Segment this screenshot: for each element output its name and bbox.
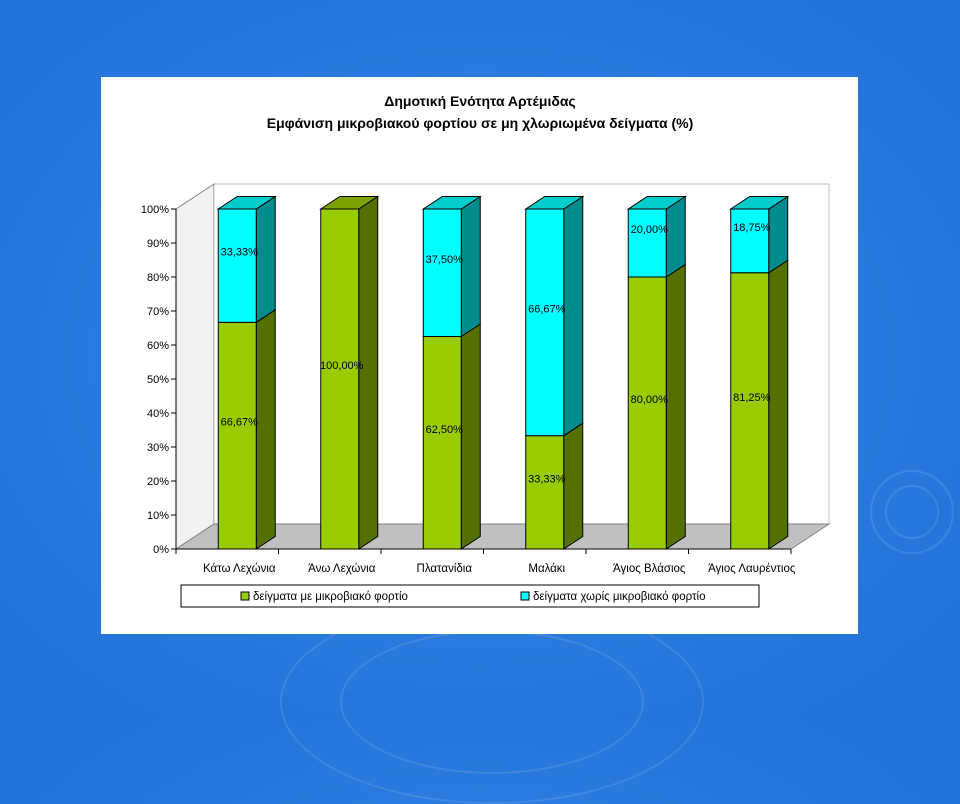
- bar-top: [729, 196, 790, 210]
- chart-panel: Δημοτική Ενότητα Αρτέμιδας Εμφάνιση μικρ…: [101, 77, 858, 634]
- y-tick-label: 30%: [147, 442, 169, 454]
- y-tick-label: 60%: [147, 340, 169, 352]
- bar-segment-without-load: [217, 195, 276, 324]
- data-label: 18,75%: [733, 222, 771, 234]
- y-tick-label: 20%: [147, 476, 169, 488]
- bar-front: [320, 208, 360, 550]
- bar-segment-with-load: [320, 195, 379, 550]
- chart-title: Δημοτική Ενότητα Αρτέμιδας: [384, 93, 575, 109]
- x-tick-label: Άνω Λεχώνια: [308, 563, 376, 575]
- bar-segment-without-load: [422, 195, 481, 338]
- bar-front: [422, 336, 462, 550]
- data-label: 81,25%: [733, 392, 771, 404]
- y-tick-label: 50%: [147, 374, 169, 386]
- bar-front: [627, 276, 667, 550]
- bar-side: [768, 195, 789, 274]
- bar-side: [768, 259, 789, 550]
- bar-top: [626, 196, 687, 210]
- bar-segment-with-load: [627, 263, 686, 550]
- bars: 66,67% 33,33% 100,00% 62,50% 37,50% 33,33% 66,…: [216, 195, 790, 550]
- data-label: 37,50%: [426, 254, 464, 266]
- y-tick-label: 40%: [147, 408, 169, 420]
- data-label: 33,33%: [221, 247, 259, 259]
- data-label: 33,33%: [528, 473, 566, 485]
- side-wall: [175, 183, 215, 550]
- bar-front: [525, 435, 565, 550]
- bar-front: [627, 208, 667, 278]
- y-tick-label: 100%: [141, 204, 169, 216]
- bar-front: [730, 272, 770, 550]
- bar-segment-with-load: [217, 308, 276, 550]
- legend: δείγματα με μικροβιακό φορτίο δείγματα χω…: [180, 584, 760, 608]
- bar-front: [525, 208, 565, 437]
- data-label: 66,67%: [528, 303, 566, 315]
- bar-side: [460, 195, 481, 338]
- x-tick-label: Άγιος Λαυρέντιος: [708, 563, 796, 575]
- bar-front: [422, 208, 462, 337]
- x-tick-label: Μαλάκι: [528, 563, 565, 575]
- x-axis: Κάτω Λεχώνια Άνω Λεχώνια Πλατανίδια Μαλάκι Ά…: [175, 548, 796, 575]
- data-label: 100,00%: [320, 360, 364, 372]
- bar-segment-without-load: [525, 195, 584, 437]
- legend-swatch: [240, 591, 250, 601]
- bar-segment-with-load: [525, 422, 584, 550]
- bar-front: [217, 208, 257, 323]
- background-ripple: [885, 485, 939, 539]
- bar-segment-with-load: [422, 323, 481, 550]
- background-ripple: [340, 630, 644, 774]
- data-label: 20,00%: [631, 224, 669, 236]
- legend-swatch: [520, 591, 530, 601]
- bar-front: [730, 208, 770, 274]
- y-tick-label: 0%: [153, 544, 169, 556]
- legend-label: δείγματα με μικροβιακό φορτίο: [253, 591, 408, 603]
- y-tick-label: 90%: [147, 238, 169, 250]
- data-label: 80,00%: [631, 394, 669, 406]
- x-tick-label: Πλατανίδια: [417, 563, 473, 575]
- bar-top: [319, 196, 380, 210]
- bar-side: [255, 195, 276, 324]
- x-tick-label: Κάτω Λεχώνια: [203, 563, 276, 575]
- y-tick-label: 80%: [147, 272, 169, 284]
- data-label: 62,50%: [426, 424, 464, 436]
- bar-side: [255, 308, 276, 550]
- y-tick-label: 70%: [147, 306, 169, 318]
- legend-box: [180, 584, 760, 608]
- bar-side: [563, 422, 584, 550]
- bar-side: [665, 263, 686, 550]
- bar-front: [217, 321, 257, 550]
- background-ripple: [870, 470, 954, 554]
- data-label: 66,67%: [221, 417, 259, 429]
- bar-top: [216, 196, 277, 210]
- chart-subtitle: Εμφάνιση μικροβιακού φορτίου σε μη χλωρι…: [267, 115, 694, 131]
- y-axis: 0% 10% 20% 30% 40% 50% 60% 70% 80% 90% 100%: [141, 204, 177, 556]
- y-tick-label: 10%: [147, 510, 169, 522]
- bar-side: [460, 323, 481, 550]
- x-tick-label: Άγιος Βλάσιος: [613, 563, 686, 575]
- bar-top: [524, 196, 585, 210]
- bar-side: [563, 195, 584, 437]
- bar-side: [665, 195, 686, 278]
- legend-label: δείγματα χωρίς μικροβιακό φορτίο: [533, 591, 705, 603]
- bar-side: [358, 195, 379, 550]
- stacked-bar-chart: Δημοτική Ενότητα Αρτέμιδας Εμφάνιση μικρ…: [141, 93, 831, 608]
- bar-top: [421, 196, 482, 210]
- bar-segment-with-load: [730, 259, 789, 550]
